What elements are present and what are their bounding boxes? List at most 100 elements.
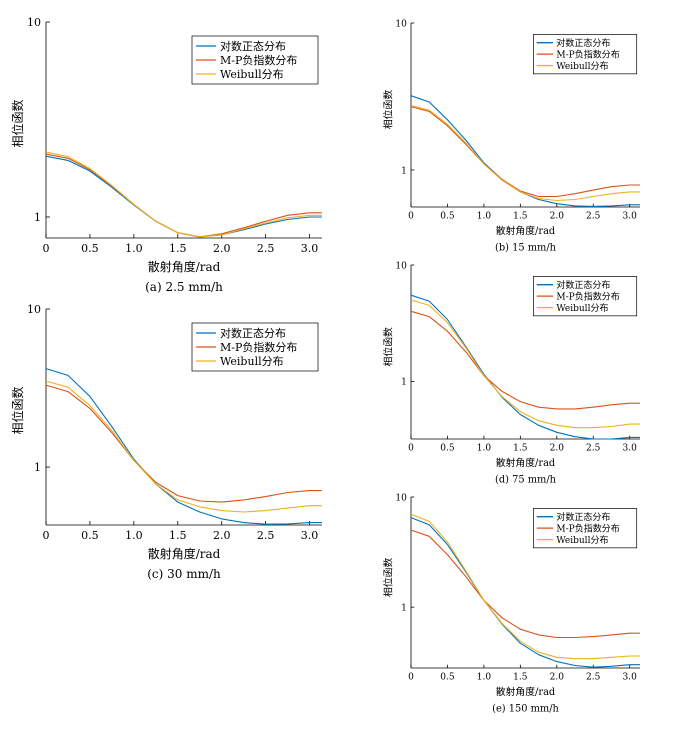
x-tick-label: 2.5: [257, 529, 275, 542]
y-axis-label: 相位函数: [10, 387, 25, 435]
series-line-0: [410, 95, 640, 207]
x-tick-label: 0: [43, 529, 50, 542]
y-tick-label: 10: [395, 493, 407, 503]
legend-label: Weibull分布: [220, 355, 284, 368]
x-tick-label: 2.5: [586, 443, 601, 453]
x-tick-label: 2.5: [586, 672, 601, 682]
x-tick-label: 0: [408, 672, 414, 682]
legend-box: [533, 276, 638, 317]
chart-e: 0 0.5 1.0 1.5 2.0 2.5 3.0 1 10 散射角度/rad 相位函数 (e) 15…: [381, 493, 640, 714]
x-tick-label: 0.5: [81, 242, 99, 255]
series-line-1: [410, 529, 640, 639]
x-tick-label: 0: [408, 211, 414, 221]
series-line-1: [410, 310, 640, 410]
x-tick-label: 1.0: [477, 211, 492, 221]
y-tick-label: 10: [27, 16, 41, 29]
legend-label: Weibull分布: [220, 68, 284, 81]
x-axis-label: 散射角度/rad: [148, 259, 221, 274]
y-tick-label: 10: [27, 303, 41, 316]
y-axis-label: 相位函数: [10, 100, 25, 148]
y-axis-label: 相位函数: [381, 90, 394, 129]
x-tick-label: 2.5: [257, 242, 275, 255]
series-line-0: [45, 368, 322, 525]
x-tick-label: 0: [43, 242, 50, 255]
legend-label: 对数正态分布: [220, 39, 286, 53]
panel-caption: (e) 150 mm/h: [492, 703, 559, 714]
chart-c: 0 0.5 1.0 1.5 2.0 2.5 3.0 1 10 散射角度/rad 相位函数 (c) 30…: [10, 303, 322, 581]
series-line-1: [410, 106, 640, 198]
legend-label: Weibull分布: [556, 534, 608, 546]
x-tick-label: 3.0: [301, 529, 319, 542]
x-tick-label: 2.0: [550, 211, 565, 221]
series-line-1: [45, 153, 322, 238]
chart-a: 0 0.5 1.0 1.5 2.0 2.5 3.0 1 10 散射角度/rad 相位函数 (a) 2.…: [10, 16, 322, 294]
y-axis-label: 相位函数: [381, 558, 394, 597]
series-line-0: [410, 517, 640, 668]
y-tick-label: 10: [395, 19, 407, 29]
x-tick-label: 1.5: [513, 211, 528, 221]
x-tick-label: 1.5: [169, 529, 187, 542]
x-tick-label: 3.0: [623, 443, 638, 453]
legend-label: M-P负指数分布: [220, 53, 297, 67]
x-tick-label: 0: [408, 443, 414, 453]
series-line-2: [45, 380, 322, 513]
series-line-2: [410, 299, 640, 429]
panel-caption: (b) 15 mm/h: [495, 242, 557, 253]
x-tick-label: 1.5: [169, 242, 187, 255]
y-tick-label: 1: [401, 378, 407, 388]
legend-label: Weibull分布: [556, 60, 608, 72]
legend-label: M-P负指数分布: [556, 48, 619, 60]
x-axis-label: 散射角度/rad: [496, 456, 555, 469]
legend-label: Weibull分布: [556, 302, 608, 314]
x-tick-label: 1.0: [477, 672, 492, 682]
x-tick-label: 1.0: [125, 242, 143, 255]
x-tick-label: 1.5: [513, 672, 528, 682]
legend-label: 对数正态分布: [220, 326, 286, 340]
legend-label: 对数正态分布: [556, 279, 610, 291]
x-tick-label: 1.0: [125, 529, 143, 542]
y-tick-label: 1: [401, 166, 407, 176]
series-line-2: [410, 104, 640, 202]
y-axis-label: 相位函数: [381, 327, 394, 366]
x-tick-label: 2.0: [213, 242, 231, 255]
y-tick-label: 10: [395, 261, 407, 271]
x-tick-label: 3.0: [623, 672, 638, 682]
panel-caption: (c) 30 mm/h: [147, 567, 221, 581]
x-axis-label: 散射角度/rad: [148, 546, 221, 561]
series-line-1: [45, 384, 322, 503]
x-tick-label: 2.0: [550, 443, 565, 453]
x-tick-label: 2.0: [550, 672, 565, 682]
x-tick-label: 2.0: [213, 529, 231, 542]
x-axis-label: 散射角度/rad: [496, 224, 555, 237]
series-line-0: [410, 294, 640, 440]
legend-label: 对数正态分布: [556, 37, 610, 49]
series-line-2: [45, 151, 322, 238]
legend-label: M-P负指数分布: [556, 290, 619, 302]
x-tick-label: 0.5: [440, 443, 455, 453]
x-tick-label: 1.5: [513, 443, 528, 453]
legend-label: 对数正态分布: [556, 511, 610, 523]
chart-b: 0 0.5 1.0 1.5 2.0 2.5 3.0 1 10 散射角度/rad 相位函数 (b) 15…: [381, 19, 640, 253]
chart-d: 0 0.5 1.0 1.5 2.0 2.5 3.0 1 10 散射角度/rad 相位函数 (d) 75…: [381, 261, 640, 485]
x-tick-label: 2.5: [586, 211, 601, 221]
legend-label: M-P负指数分布: [556, 522, 619, 534]
x-tick-label: 0.5: [81, 529, 99, 542]
x-axis-label: 散射角度/rad: [496, 685, 555, 698]
y-tick-label: 1: [401, 603, 407, 613]
x-tick-label: 0.5: [440, 211, 455, 221]
x-tick-label: 0.5: [440, 672, 455, 682]
panel-caption: (a) 2.5 mm/h: [145, 280, 223, 294]
series-line-2: [410, 513, 640, 660]
panel-caption: (d) 75 mm/h: [495, 474, 557, 485]
y-tick-label: 1: [34, 211, 41, 224]
legend-label: M-P负指数分布: [220, 340, 297, 354]
x-tick-label: 1.0: [477, 443, 492, 453]
x-tick-label: 3.0: [301, 242, 319, 255]
x-tick-label: 3.0: [623, 211, 638, 221]
